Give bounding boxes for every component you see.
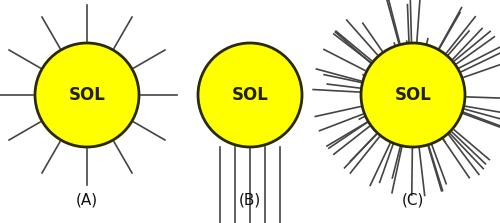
Text: (B): (B) <box>239 192 261 207</box>
Circle shape <box>361 43 465 147</box>
Text: SOL: SOL <box>232 86 268 104</box>
Text: SOL: SOL <box>68 86 106 104</box>
Text: (A): (A) <box>76 192 98 207</box>
Text: (C): (C) <box>402 192 424 207</box>
Circle shape <box>198 43 302 147</box>
Circle shape <box>35 43 139 147</box>
Text: SOL: SOL <box>394 86 432 104</box>
